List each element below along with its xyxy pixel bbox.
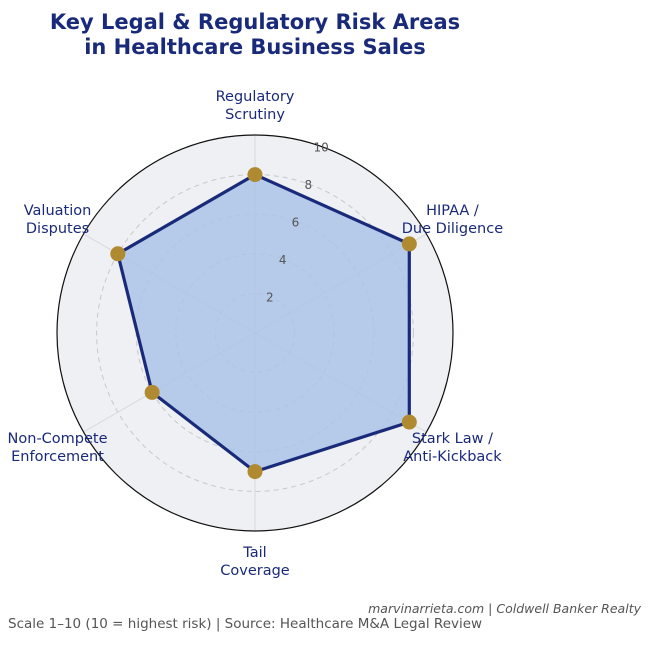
category-label-2: HIPAA / Due Diligence <box>402 203 503 237</box>
radar-chart: 2 4 6 8 10 Regulatory Scrutiny HIPAA / Due Dilig… <box>8 89 504 579</box>
chart-title-line-2: in Healthcare Business Sales <box>84 35 426 59</box>
chart-title-line-1: Key Legal & Regulatory Risk Areas <box>49 10 461 34</box>
data-point-5 <box>144 384 160 400</box>
category-label-line: Coverage <box>220 563 290 579</box>
category-label-line: Valuation <box>24 203 92 219</box>
category-label-line: Stark Law / <box>412 431 493 447</box>
category-label-6: Valuation Disputes <box>24 203 92 237</box>
category-label-line: Enforcement <box>11 449 104 465</box>
data-point-3 <box>401 414 417 430</box>
category-label-line: HIPAA / <box>426 203 479 219</box>
category-label-line: Scrutiny <box>225 107 285 123</box>
grid-ring <box>96 174 414 492</box>
series-area <box>117 174 410 472</box>
data-point-1 <box>247 167 263 183</box>
category-label-line: Anti-Kickback <box>403 449 502 465</box>
category-label-4: Tail Coverage <box>220 545 290 579</box>
category-label-line: Tail <box>242 545 266 561</box>
category-label-5: Non-Compete Enforcement <box>8 431 108 465</box>
plot-outer-ring <box>56 134 454 532</box>
chart-title: Key Legal & Regulatory Risk Areas in Hea… <box>0 10 510 60</box>
r-tick-label: 6 <box>292 216 300 230</box>
data-point-4 <box>247 464 263 480</box>
r-tick-label: 10 <box>314 141 329 155</box>
data-point-2 <box>401 236 417 252</box>
footnote-text: Scale 1–10 (10 = highest risk) | Source:… <box>8 616 483 632</box>
r-tick-label: 4 <box>279 253 287 267</box>
category-label-line: Regulatory <box>216 89 295 105</box>
category-label-line: Disputes <box>26 221 89 237</box>
attribution-text: marvinarrieta.com | Coldwell Banker Real… <box>368 601 641 616</box>
data-point-6 <box>110 246 126 262</box>
category-label-3: Stark Law / Anti-Kickback <box>403 431 502 465</box>
category-label-line: Due Diligence <box>402 221 503 237</box>
category-label-1: Regulatory Scrutiny <box>216 89 295 123</box>
r-tick-label: 2 <box>266 291 274 305</box>
category-label-line: Non-Compete <box>8 431 108 447</box>
r-tick-label: 8 <box>305 178 313 192</box>
